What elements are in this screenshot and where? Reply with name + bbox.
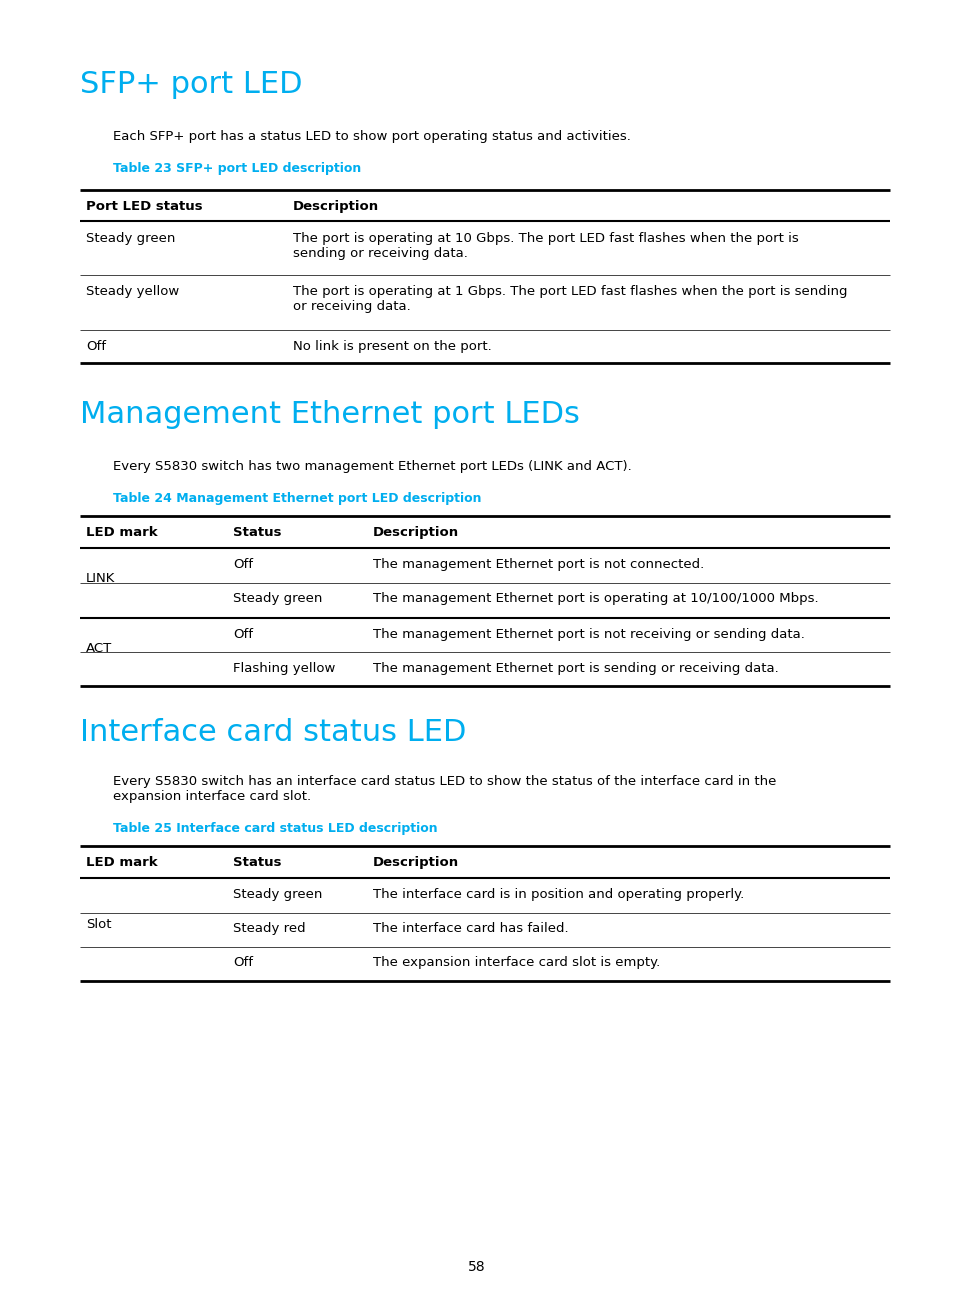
Text: SFP+ port LED: SFP+ port LED bbox=[80, 70, 302, 98]
Text: ACT: ACT bbox=[86, 642, 112, 654]
Text: Table 23 SFP+ port LED description: Table 23 SFP+ port LED description bbox=[112, 162, 361, 175]
Text: Off: Off bbox=[233, 629, 253, 642]
Text: 58: 58 bbox=[468, 1260, 485, 1274]
Text: Off: Off bbox=[233, 559, 253, 572]
Text: Steady green: Steady green bbox=[233, 888, 322, 901]
Text: LED mark: LED mark bbox=[86, 855, 157, 870]
Text: The management Ethernet port is not receiving or sending data.: The management Ethernet port is not rece… bbox=[373, 629, 804, 642]
Text: Description: Description bbox=[373, 855, 458, 870]
Text: The management Ethernet port is sending or receiving data.: The management Ethernet port is sending … bbox=[373, 662, 778, 675]
Text: Steady yellow: Steady yellow bbox=[86, 285, 179, 298]
Text: The port is operating at 1 Gbps. The port LED fast flashes when the port is send: The port is operating at 1 Gbps. The por… bbox=[293, 285, 846, 314]
Text: Slot: Slot bbox=[86, 919, 112, 932]
Text: Every S5830 switch has an interface card status LED to show the status of the in: Every S5830 switch has an interface card… bbox=[112, 775, 776, 804]
Text: Description: Description bbox=[373, 526, 458, 539]
Text: The port is operating at 10 Gbps. The port LED fast flashes when the port is
sen: The port is operating at 10 Gbps. The po… bbox=[293, 232, 798, 260]
Text: Status: Status bbox=[233, 855, 281, 870]
Text: LINK: LINK bbox=[86, 572, 115, 584]
Text: Status: Status bbox=[233, 526, 281, 539]
Text: The management Ethernet port is operating at 10/100/1000 Mbps.: The management Ethernet port is operatin… bbox=[373, 592, 818, 605]
Text: Interface card status LED: Interface card status LED bbox=[80, 718, 466, 746]
Text: Steady green: Steady green bbox=[86, 232, 175, 245]
Text: Off: Off bbox=[233, 956, 253, 969]
Text: Each SFP+ port has a status LED to show port operating status and activities.: Each SFP+ port has a status LED to show … bbox=[112, 130, 630, 143]
Text: Management Ethernet port LEDs: Management Ethernet port LEDs bbox=[80, 400, 579, 429]
Text: No link is present on the port.: No link is present on the port. bbox=[293, 340, 491, 353]
Text: Table 25 Interface card status LED description: Table 25 Interface card status LED descr… bbox=[112, 822, 437, 835]
Text: The management Ethernet port is not connected.: The management Ethernet port is not conn… bbox=[373, 559, 703, 572]
Text: The interface card is in position and operating properly.: The interface card is in position and op… bbox=[373, 888, 743, 901]
Text: The interface card has failed.: The interface card has failed. bbox=[373, 921, 568, 934]
Text: Flashing yellow: Flashing yellow bbox=[233, 662, 335, 675]
Text: Table 24 Management Ethernet port LED description: Table 24 Management Ethernet port LED de… bbox=[112, 492, 481, 505]
Text: Description: Description bbox=[293, 200, 378, 213]
Text: Steady green: Steady green bbox=[233, 592, 322, 605]
Text: Port LED status: Port LED status bbox=[86, 200, 202, 213]
Text: Every S5830 switch has two management Ethernet port LEDs (LINK and ACT).: Every S5830 switch has two management Et… bbox=[112, 460, 631, 473]
Text: Off: Off bbox=[86, 340, 106, 353]
Text: Steady red: Steady red bbox=[233, 921, 305, 934]
Text: The expansion interface card slot is empty.: The expansion interface card slot is emp… bbox=[373, 956, 659, 969]
Text: LED mark: LED mark bbox=[86, 526, 157, 539]
